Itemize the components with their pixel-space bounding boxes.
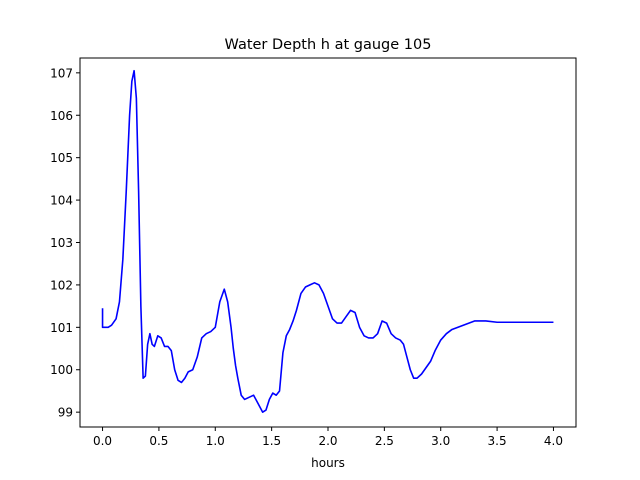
x-axis: 0.0 0.5 1.0 1.5 2.0 2.5 3.0 3.5 4.0	[93, 427, 563, 448]
y-tick-label: 100	[50, 363, 73, 377]
x-tick-label: 0.0	[93, 434, 112, 448]
y-tick-label: 104	[50, 194, 73, 208]
x-tick-label: 3.5	[488, 434, 507, 448]
y-tick-label: 105	[50, 151, 73, 165]
y-axis: 99 100 101 102 103 104 105 106 107	[50, 66, 80, 420]
x-tick-label: 0.5	[149, 434, 168, 448]
x-tick-label: 3.0	[431, 434, 450, 448]
y-tick-label: 102	[50, 278, 73, 292]
y-tick-label: 106	[50, 109, 73, 123]
y-tick-label: 107	[50, 66, 73, 80]
x-axis-label: hours	[311, 456, 345, 470]
x-tick-label: 2.5	[375, 434, 394, 448]
x-tick-label: 4.0	[544, 434, 563, 448]
x-tick-label: 1.5	[262, 434, 281, 448]
y-tick-label: 103	[50, 236, 73, 250]
x-tick-label: 1.0	[206, 434, 225, 448]
y-tick-label: 99	[58, 406, 73, 420]
x-tick-label: 2.0	[318, 434, 337, 448]
axes-frame	[79, 57, 577, 428]
chart-title: Water Depth h at gauge 105	[225, 37, 432, 53]
plot-area	[101, 69, 554, 413]
y-tick-label: 101	[50, 321, 73, 335]
series-line-0	[101, 69, 554, 413]
